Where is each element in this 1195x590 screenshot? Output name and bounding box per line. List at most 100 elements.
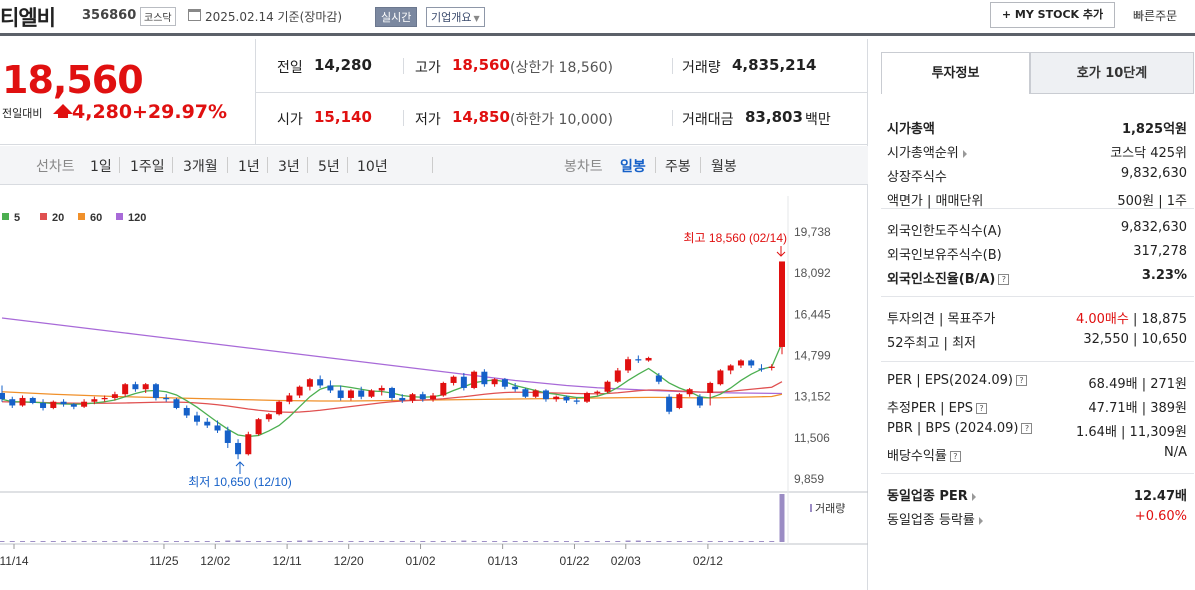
amount-value: 83,803 (745, 108, 803, 126)
divider (881, 296, 1194, 297)
volume-bar (266, 541, 272, 542)
help-icon[interactable]: ? (975, 403, 987, 414)
max-price-label: 최고 18,560 (02/14) (684, 231, 787, 245)
candle-body (779, 261, 785, 347)
candle-body (727, 365, 734, 371)
info-row: 배당수익률? N/A (887, 445, 1187, 467)
candle-body (471, 371, 478, 388)
divider (255, 39, 256, 145)
info-row: 52주최고 | 최저 32,550 | 10,650 (887, 332, 1187, 354)
divider (172, 157, 173, 173)
candle-body (594, 391, 601, 393)
volume-bar (676, 541, 682, 542)
tab-1w[interactable]: 1주일 (130, 159, 165, 175)
volume-bar (451, 541, 457, 542)
chevron-right-icon[interactable] (978, 516, 983, 525)
volume-bar (297, 540, 303, 542)
candle-body (542, 390, 549, 400)
stock-name: 티엘비 (0, 6, 56, 30)
tab-3y[interactable]: 3년 (278, 159, 300, 175)
tab-10y[interactable]: 10년 (357, 159, 388, 175)
ma20-line (1, 381, 783, 413)
candle-body (768, 366, 775, 368)
help-icon[interactable]: ? (949, 451, 961, 462)
volume-bar (245, 541, 251, 542)
tab-orderbook[interactable]: 호가 10단계 (1030, 52, 1194, 94)
tab-monthly[interactable]: 월봉 (711, 159, 737, 175)
quick-order-link[interactable]: 빠른주문 (1133, 9, 1178, 23)
open-label: 시가 (277, 112, 303, 128)
help-icon[interactable]: ? (1021, 423, 1033, 434)
info-key: PER | EPS(2024.09)? (887, 373, 1027, 388)
up-arrow-icon (235, 461, 245, 474)
tab-daily[interactable]: 일봉 (620, 159, 646, 175)
calendar-icon (188, 9, 201, 21)
info-value: 32,550 | 10,650 (1083, 332, 1187, 347)
y-tick-label: 13,152 (794, 390, 831, 404)
candle-body (563, 396, 570, 401)
tab-invest-info[interactable]: 투자정보 (881, 52, 1030, 94)
add-my-stock-button[interactable]: + MY STOCK 추가 (990, 2, 1115, 28)
info-row: PER | EPS(2024.09)? 68.49배 | 271원 (887, 373, 1187, 395)
candle-body (501, 379, 508, 387)
volume-bar (625, 540, 631, 542)
info-row: 액면가 | 매매단위 500원 | 1주 (887, 190, 1187, 212)
x-tick-label: 01/13 (488, 554, 518, 568)
info-value: 12.47배 (1133, 489, 1187, 504)
candle-body (0, 392, 5, 400)
volume-bar (574, 541, 580, 542)
volume-bar (410, 541, 416, 542)
candle-body (152, 384, 159, 398)
chevron-right-icon[interactable] (962, 149, 967, 158)
tab-candle-chart[interactable]: 봉차트 (564, 159, 603, 175)
volume-bar (61, 541, 67, 542)
candle-body (604, 381, 611, 392)
help-icon[interactable]: ? (1015, 375, 1027, 386)
info-row: 추정PER | EPS? 47.71배 | 389원 (887, 397, 1187, 419)
info-key-text: 동일업종 등락률 (887, 513, 975, 528)
volume-bar (656, 541, 662, 542)
tab-weekly[interactable]: 주봉 (665, 159, 691, 175)
candle-body (707, 382, 714, 393)
tab-5y[interactable]: 5년 (318, 159, 340, 175)
volume-bar (327, 541, 333, 542)
info-value: 9,832,630 (1120, 166, 1187, 181)
candle-body (306, 379, 313, 387)
volume-bar (153, 541, 159, 542)
candle-body (512, 386, 519, 390)
company-overview-dropdown[interactable]: 기업개요 ▼ (426, 7, 485, 27)
candle-body (614, 370, 621, 382)
info-key: 시가총액순위 (887, 142, 967, 161)
tab-1y[interactable]: 1년 (238, 159, 260, 175)
stock-chart[interactable]: 19,738 18,092 16,445 14,799 13,152 11,506 9,85… (0, 186, 868, 590)
candle-body (265, 414, 272, 420)
y-tick-label: 16,445 (794, 307, 831, 321)
volume-bar (779, 494, 785, 542)
realtime-badge[interactable]: 실시간 (375, 7, 418, 27)
info-key: 시가총액 (887, 118, 935, 137)
candle-body (450, 376, 457, 383)
x-tick-label: 12/20 (334, 554, 364, 568)
tab-line-chart[interactable]: 선차트 (36, 159, 75, 175)
info-key: 외국인소진율(B/A)? (887, 268, 1010, 287)
volume-bar (635, 540, 641, 542)
info-key: 배당수익률? (887, 445, 961, 464)
low-label: 저가 (415, 112, 441, 128)
volume-bar (389, 541, 395, 542)
info-value: 3.23% (1141, 268, 1187, 283)
candle-body (132, 384, 139, 390)
help-icon[interactable]: ? (998, 274, 1010, 285)
candle-body (81, 401, 88, 407)
volume-bar (348, 541, 354, 542)
tab-3m[interactable]: 3개월 (183, 159, 218, 175)
x-tick-label: 02/03 (611, 554, 641, 568)
y-tick-label: 14,799 (794, 348, 831, 362)
divider (119, 157, 120, 173)
diff-percent: +29.97% (132, 101, 228, 123)
volume-bar (132, 541, 138, 542)
ma-legend-label: 5 (14, 212, 20, 224)
candle-body (327, 385, 334, 391)
chevron-right-icon[interactable] (971, 492, 976, 501)
tab-1d[interactable]: 1일 (90, 159, 112, 175)
volume-bar (728, 541, 734, 542)
